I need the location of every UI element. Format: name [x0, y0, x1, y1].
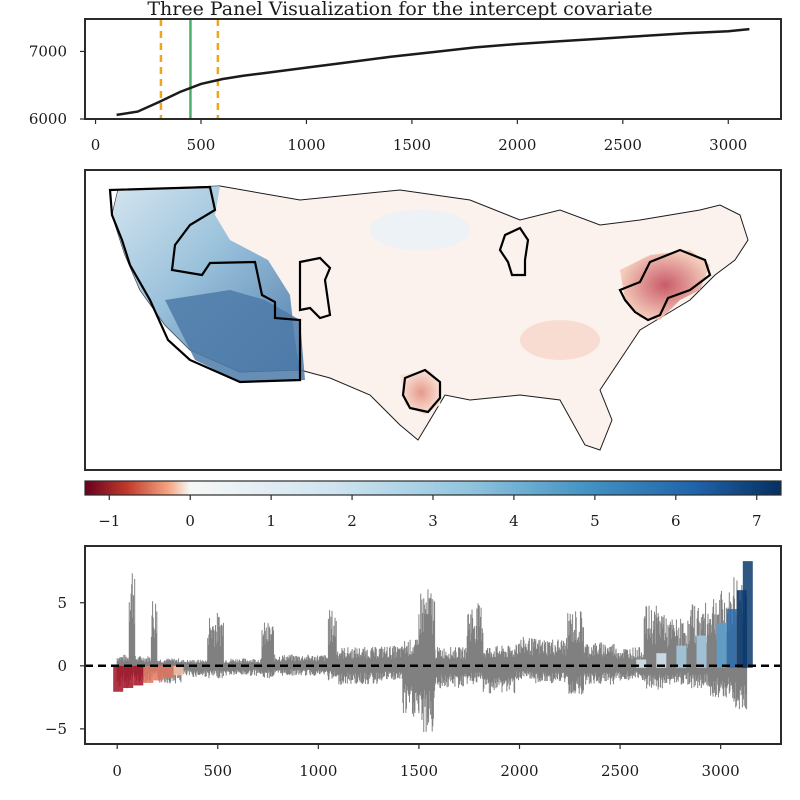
estimate-point [163, 665, 174, 678]
bottom-plot-frame [84, 545, 782, 745]
errorbar-segment-12 [378, 645, 403, 681]
texas-red-region [400, 370, 442, 415]
bottom-xtick-label: 0 [112, 762, 122, 780]
bottom-xtick-label: 1500 [400, 762, 438, 780]
highlight-west-outline [108, 185, 302, 384]
errorbar-segment-18 [514, 636, 532, 681]
colorbar-tick-label: 7 [752, 512, 762, 530]
top-y-axis: 6000 7000 [29, 42, 85, 128]
errorbar-segment-17 [482, 645, 516, 694]
errorbar-segment-10 [327, 609, 337, 681]
top-xtick-label: 2000 [498, 136, 536, 154]
top-xtick-label: 0 [91, 136, 101, 154]
bottom-x-axis: 0 500 1000 1500 2000 2500 3000 [112, 744, 740, 780]
colorbar-ticks: −1 0 1 2 3 4 5 6 7 [98, 495, 761, 530]
errorbar-segment-21 [583, 642, 617, 685]
estimate-point [736, 590, 747, 668]
highlight-nevada-outline [298, 256, 332, 320]
estimate-point [716, 622, 727, 668]
colorbar-tick-label: 2 [347, 512, 357, 530]
bottom-xtick-label: 500 [203, 762, 232, 780]
colorbar-tick-label: −1 [98, 512, 120, 530]
errorbar-segment-8 [261, 622, 274, 679]
bottom-ytick-label: 0 [57, 657, 67, 675]
errorbar-segment-11 [335, 646, 379, 685]
bottom-ytick-label: 5 [57, 594, 67, 612]
top-xtick-label: 2500 [604, 136, 642, 154]
southwest-dark-region [165, 290, 305, 382]
top-xtick-label: 1000 [287, 136, 325, 154]
bottom-y-axis: −5 0 5 [45, 594, 85, 738]
bottom-xtick-label: 1000 [299, 762, 337, 780]
errorbar-segment-14 [418, 589, 436, 733]
estimate-point [676, 645, 687, 668]
estimate-point [133, 665, 144, 686]
estimate-point [173, 665, 184, 676]
northeast-red-region [620, 250, 710, 320]
top-plot-frame [84, 18, 782, 120]
colorbar-gradient [84, 480, 782, 496]
top-xtick-label: 3000 [709, 136, 747, 154]
bottom-ytick-label: −5 [45, 720, 67, 738]
estimate-point [726, 609, 737, 668]
top-ytick-label: 6000 [29, 110, 67, 128]
colorbar-tick-label: 5 [590, 512, 600, 530]
midwest-light-blue-region [370, 210, 470, 250]
estimate-point [153, 665, 164, 681]
estimate-point [742, 561, 753, 668]
estimate-point [113, 665, 124, 692]
highlight-texas-outline [401, 368, 442, 414]
colorbar-tick-label: 3 [428, 512, 438, 530]
highlight-michigan-outline [498, 226, 530, 277]
bottom-xtick-label: 2500 [601, 762, 639, 780]
errorbar-segment-16 [466, 603, 484, 685]
map-panel [84, 169, 782, 471]
colorbar-tick-label: 6 [671, 512, 681, 530]
errorbar-segment-19 [531, 638, 568, 684]
southeast-pink-region [520, 320, 600, 360]
errorbar-segment-1 [128, 573, 136, 681]
bottom-xtick-label: 2000 [500, 762, 538, 780]
estimate-point [696, 635, 707, 668]
estimate-point [143, 665, 154, 683]
top-xtick-label: 1500 [393, 136, 431, 154]
bottom-errorbar-panel: 0 500 1000 1500 2000 2500 3000 −5 0 5 [45, 545, 782, 780]
highlight-northeast-outline [618, 248, 712, 322]
errorbar-segment-23 [643, 605, 665, 690]
chart-title: Three Panel Visualization for the interc… [147, 0, 652, 20]
errorbar-segment-13 [402, 639, 420, 717]
top-xtick-label: 500 [187, 136, 216, 154]
top-series-line-0 [116, 27, 750, 117]
top-ytick-label: 7000 [29, 42, 67, 60]
bottom-xtick-label: 3000 [702, 762, 740, 780]
estimate-point [123, 665, 134, 688]
errorbar-segment-15 [434, 647, 468, 689]
errorbar-segment-20 [567, 611, 584, 695]
colorbar-tick-label: 4 [509, 512, 519, 530]
colorbar-tick-label: 1 [266, 512, 276, 530]
colorbar: −1 0 1 2 3 4 5 6 7 [84, 480, 782, 530]
top-x-axis: 0 500 1000 1500 2000 2500 3000 [91, 119, 747, 154]
errorbar-segment-5 [181, 659, 209, 677]
colorbar-tick-label: 0 [185, 512, 195, 530]
errorbar-segment-6 [207, 612, 224, 679]
errorbar-segment-22 [615, 646, 645, 681]
estimate-point [656, 653, 667, 668]
errorbar-segment-7 [223, 658, 263, 676]
top-line-panel: Three Panel Visualization for the interc… [29, 0, 782, 154]
estimate-point [636, 659, 647, 668]
